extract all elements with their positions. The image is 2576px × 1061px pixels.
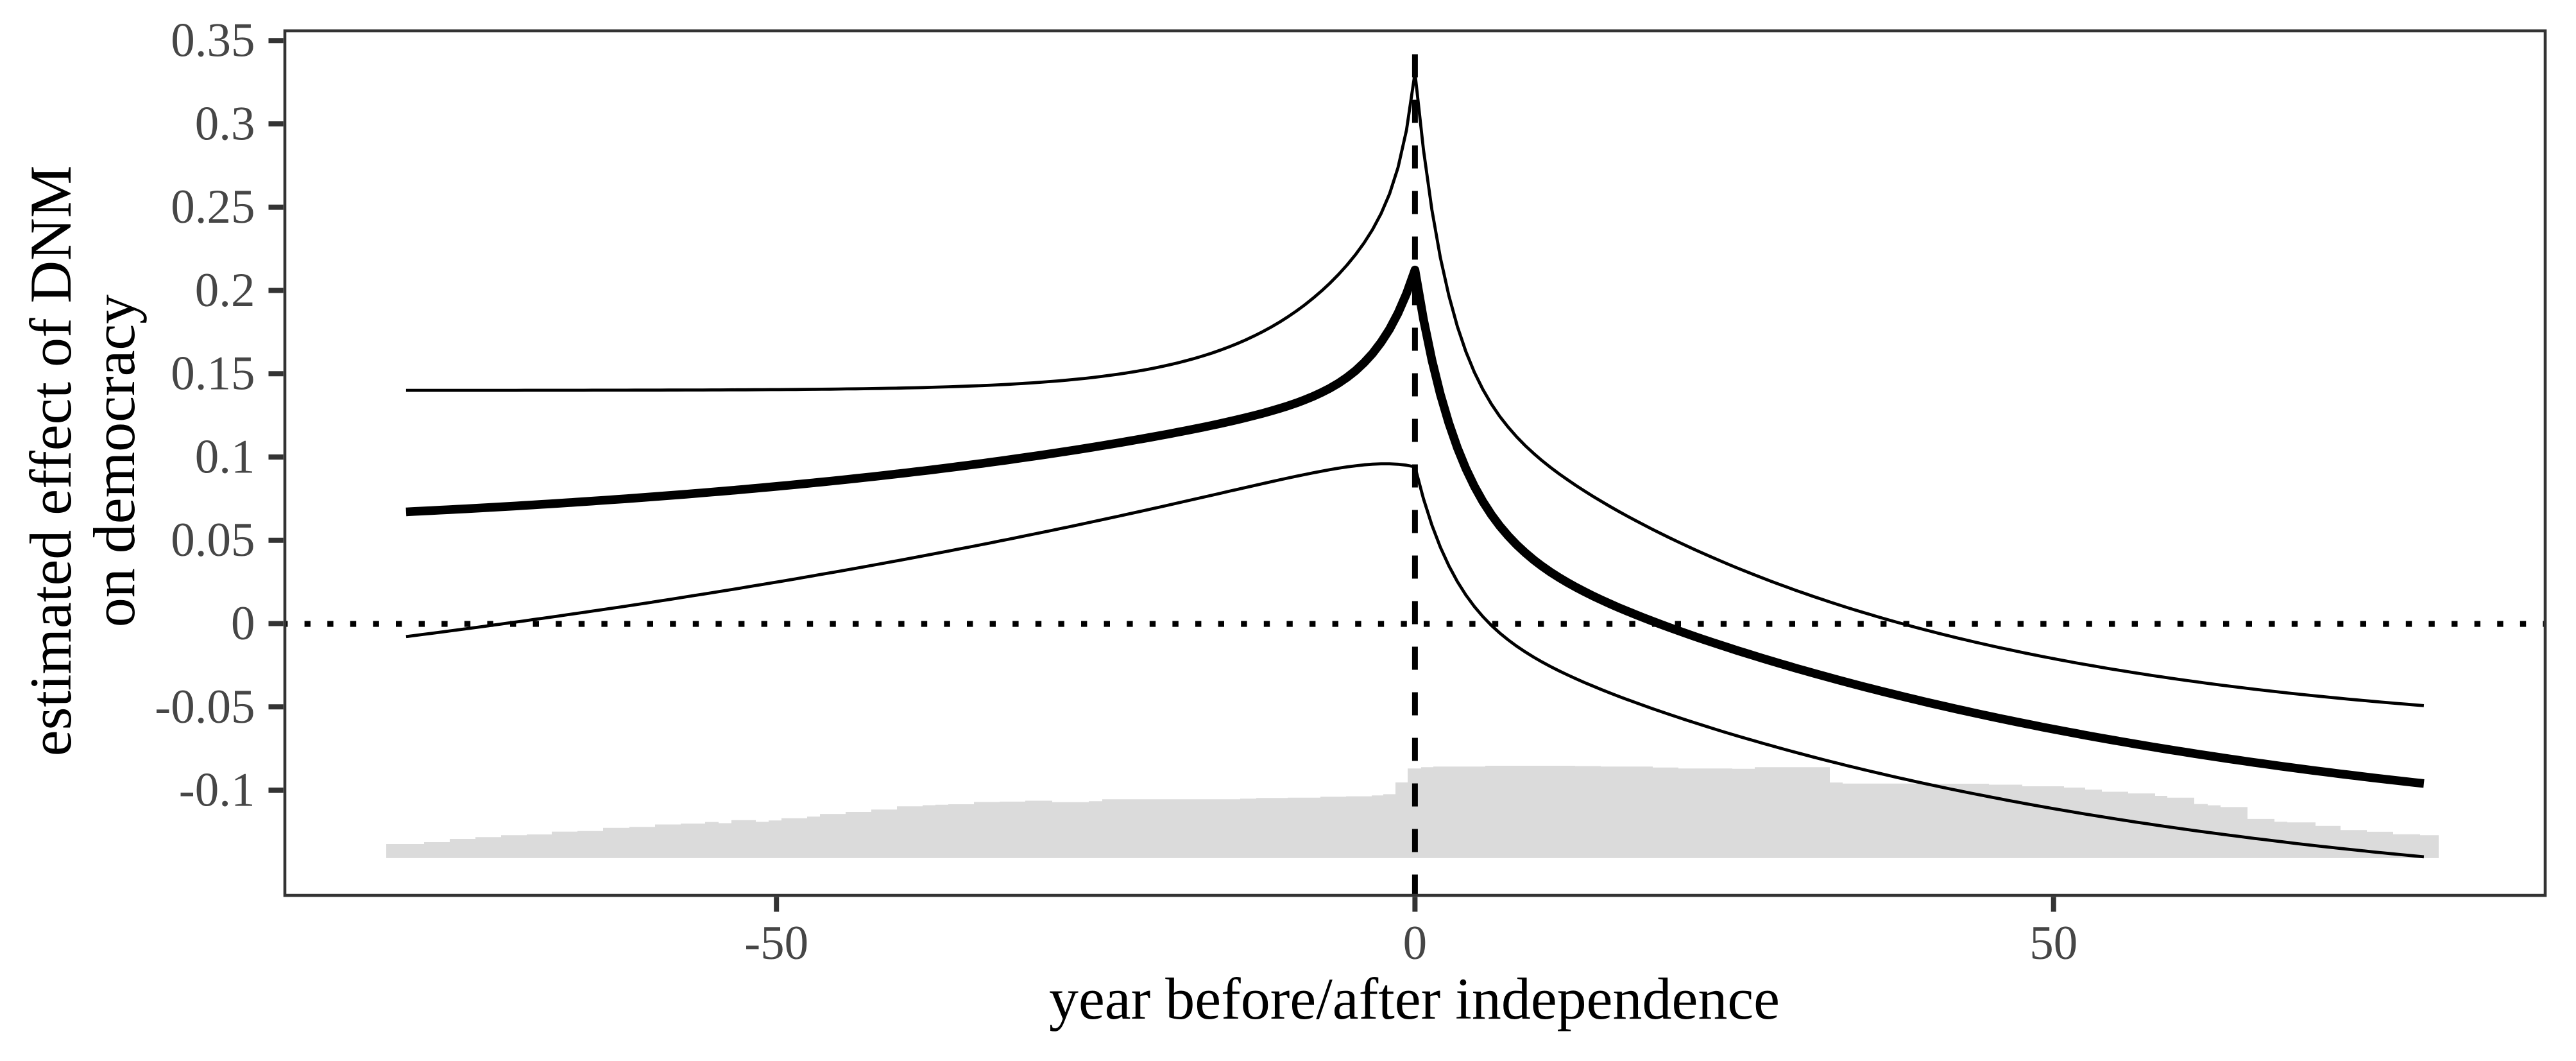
svg-text:on democracy: on democracy bbox=[81, 295, 147, 628]
svg-text:-0.05: -0.05 bbox=[155, 680, 255, 734]
svg-text:0.15: 0.15 bbox=[171, 347, 255, 401]
svg-text:0.25: 0.25 bbox=[171, 180, 255, 234]
svg-text:year before/after independence: year before/after independence bbox=[1049, 966, 1780, 1031]
svg-text:-50: -50 bbox=[744, 917, 808, 970]
svg-text:0: 0 bbox=[231, 597, 255, 650]
svg-text:estimated effect of DNM: estimated effect of DNM bbox=[18, 166, 83, 757]
svg-text:0.2: 0.2 bbox=[195, 264, 255, 317]
svg-text:0.1: 0.1 bbox=[195, 431, 255, 484]
svg-text:0.05: 0.05 bbox=[171, 513, 255, 567]
svg-text:0: 0 bbox=[1403, 917, 1428, 970]
svg-text:0.35: 0.35 bbox=[171, 14, 255, 67]
svg-text:-0.1: -0.1 bbox=[179, 764, 255, 817]
svg-text:0.3: 0.3 bbox=[195, 98, 255, 151]
svg-text:50: 50 bbox=[2029, 917, 2077, 970]
